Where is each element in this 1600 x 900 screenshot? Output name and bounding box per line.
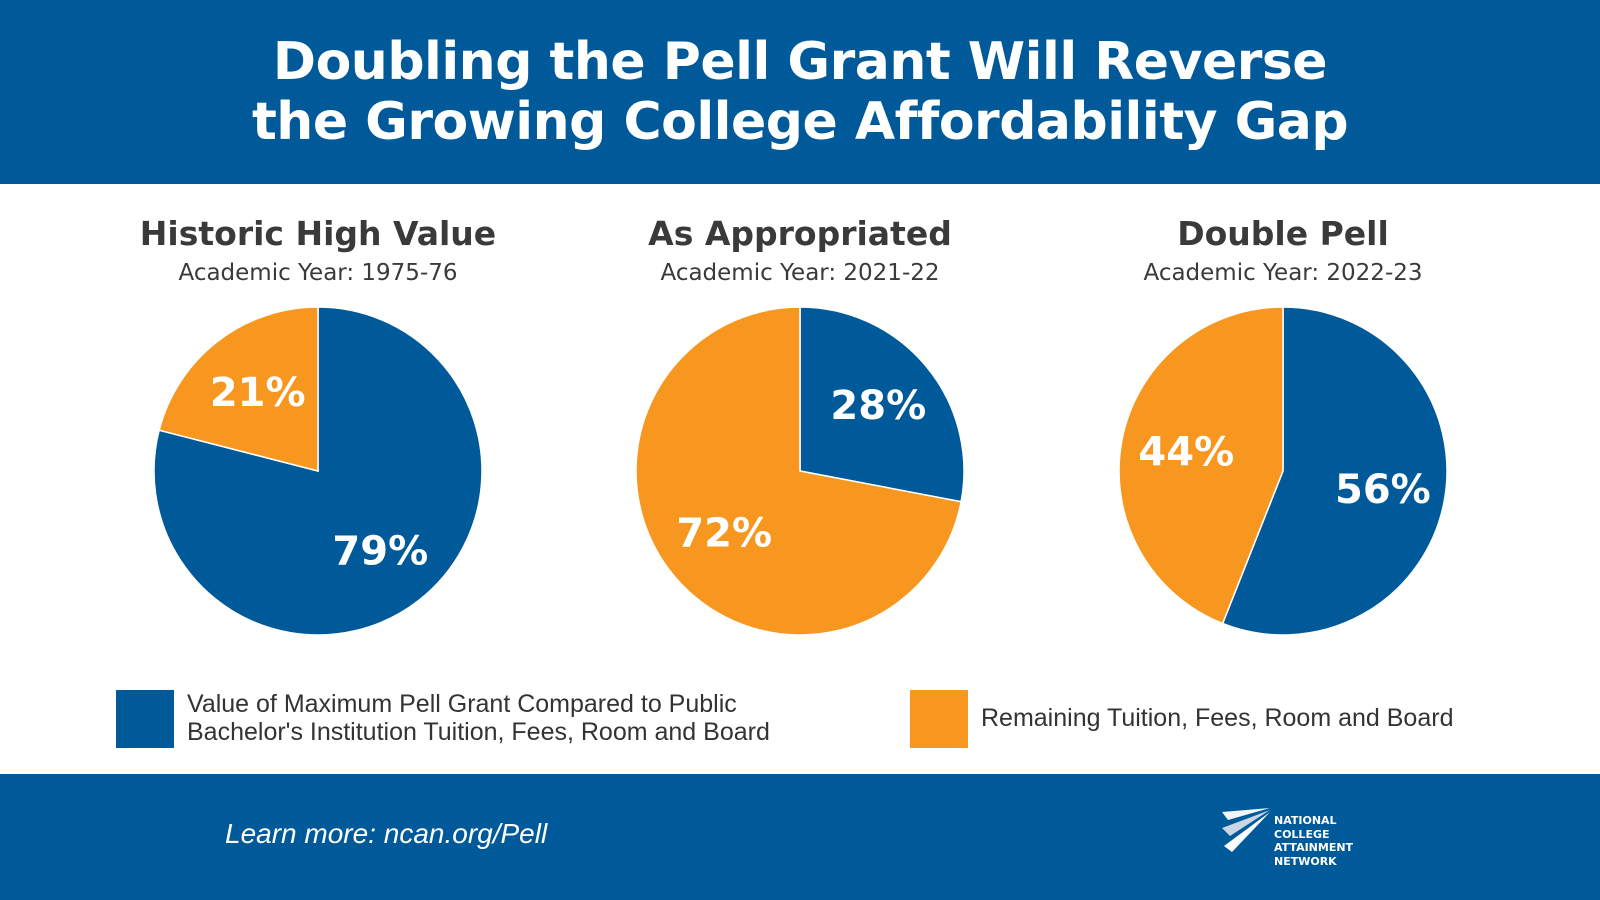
footer-banner: Learn more: ncan.org/Pell NATIONAL COLLE… (0, 774, 1600, 900)
pie-slice-historic-1 (158, 306, 319, 472)
logo-line: NETWORK (1274, 854, 1337, 868)
logo-line: ATTAINMENT (1274, 841, 1354, 854)
legend-label-blue-line-1: Value of Maximum Pell Grant Compared to … (187, 690, 737, 718)
header-banner: Doubling the Pell Grant Will Reverse the… (0, 0, 1600, 184)
legend-label-orange: Remaining Tuition, Fees, Room and Board (981, 704, 1454, 732)
pie-slice-appropriated-0 (799, 306, 965, 503)
pie-slice-historic-0 (153, 306, 483, 636)
legend-label-blue-line-2: Bachelor's Institution Tuition, Fees, Ro… (187, 718, 770, 746)
pie-slice-double-1 (1118, 306, 1284, 625)
title-line-1: Doubling the Pell Grant Will Reverse (272, 32, 1328, 92)
pie-slice-label-appropriated-0: 28% (830, 383, 926, 429)
logo-line: COLLEGE (1274, 827, 1330, 841)
legend-label-blue: Value of Maximum Pell Grant Compared to … (187, 690, 847, 746)
chart-heading-appropriated: As Appropriated Academic Year: 2021-22 (560, 212, 1040, 288)
chart-heading-historic: Historic High Value Academic Year: 1975-… (78, 212, 558, 288)
chart-subtitle: Academic Year: 1975-76 (178, 260, 458, 286)
chart-heading-double: Double Pell Academic Year: 2022-23 (1043, 212, 1523, 288)
legend-swatch-blue (116, 690, 174, 748)
legend-swatch-orange (910, 690, 968, 748)
pie-slice-appropriated-1 (635, 306, 962, 636)
chart-subtitle: Academic Year: 2022-23 (1143, 260, 1423, 286)
pie-slice-label-double-1: 44% (1138, 430, 1234, 476)
pie-slice-label-appropriated-1: 72% (676, 511, 772, 557)
title-line-2: the Growing College Affordability Gap (251, 92, 1349, 152)
logo-line: NATIONAL (1274, 814, 1337, 827)
learn-more-link[interactable]: Learn more: ncan.org/Pell (225, 818, 548, 849)
chart-subtitle: Academic Year: 2021-22 (660, 260, 940, 286)
pie-slice-label-historic-0: 79% (332, 528, 428, 574)
pie-slice-double-0 (1221, 306, 1448, 636)
ncan-logo-text: NATIONAL COLLEGE ATTAINMENT NETWORK (1274, 814, 1353, 868)
ncan-logo-mark-icon (1222, 808, 1270, 852)
chart-title: Historic High Value (139, 214, 497, 253)
ncan-logo: NATIONAL COLLEGE ATTAINMENT NETWORK (1220, 804, 1400, 878)
chart-title: Double Pell (1177, 214, 1389, 253)
chart-title: As Appropriated (648, 214, 952, 253)
pie-slice-label-double-0: 56% (1335, 467, 1431, 513)
pie-slice-label-historic-1: 21% (210, 370, 306, 416)
